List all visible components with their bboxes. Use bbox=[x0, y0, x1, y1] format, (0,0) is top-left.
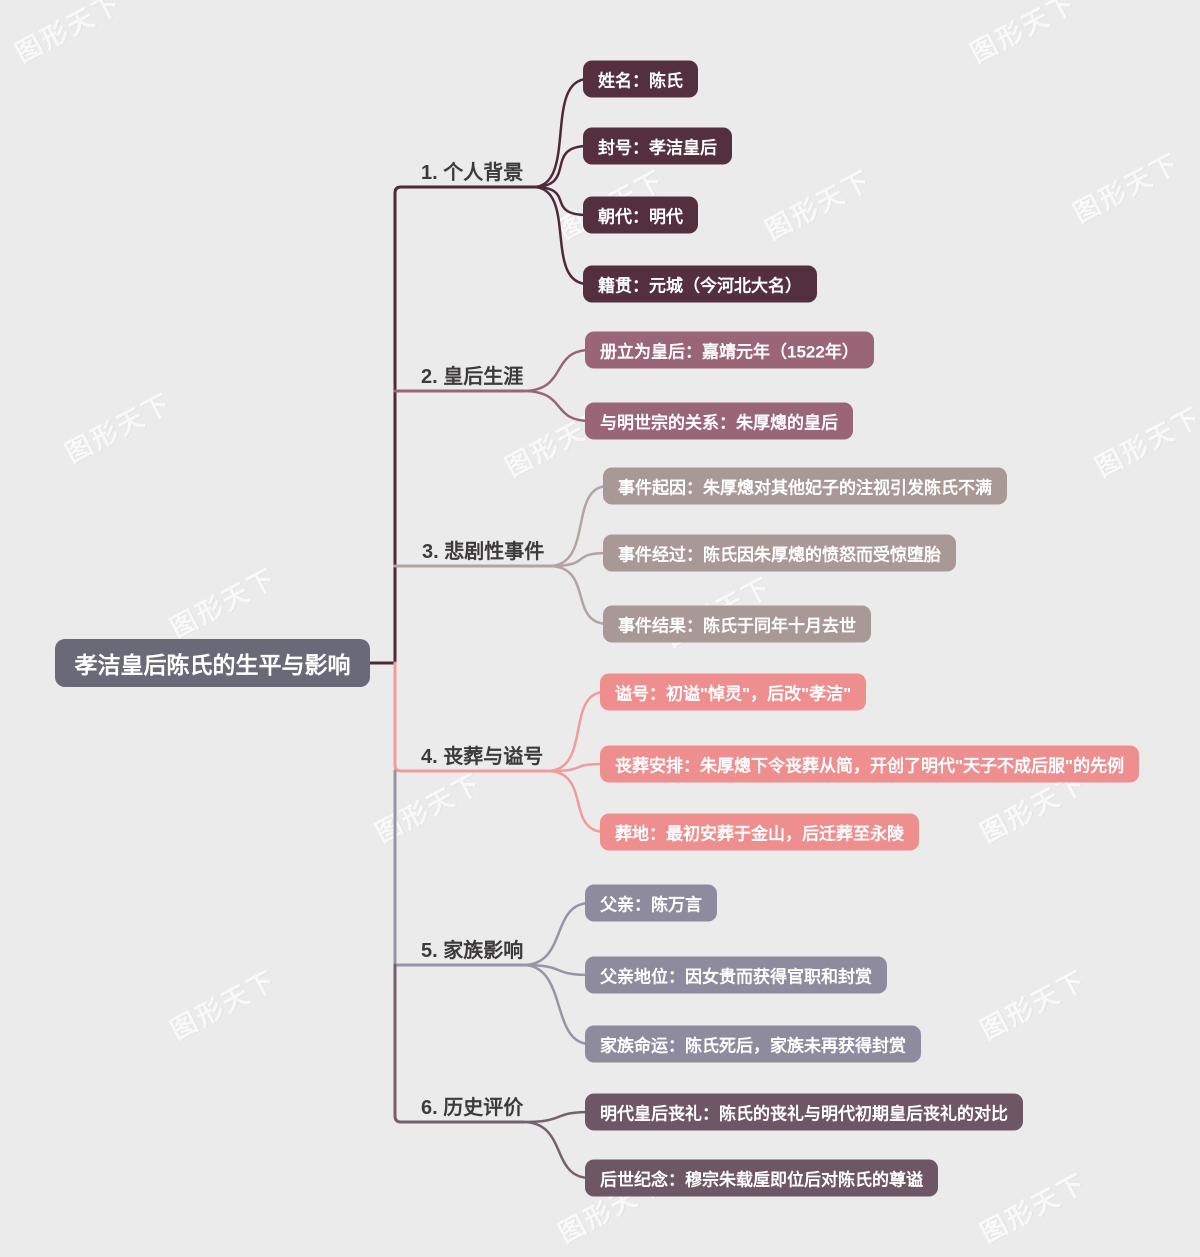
node-ming-empress-funeral-rites[interactable]: 明代皇后丧礼：陈氏的丧礼与明代初期皇后丧礼的对比 bbox=[585, 1093, 1023, 1131]
node-event-result[interactable]: 事件结果：陈氏于同年十月去世 bbox=[603, 605, 871, 643]
node-father[interactable]: 父亲：陈万言 bbox=[585, 884, 717, 922]
node-name[interactable]: 姓名：陈氏 bbox=[583, 60, 698, 98]
node-event-cause[interactable]: 事件起因：朱厚熜对其他妃子的注视引发陈氏不满 bbox=[603, 467, 1007, 505]
node-burial-place[interactable]: 葬地：最初安葬于金山，后迁葬至永陵 bbox=[600, 813, 919, 851]
node-title[interactable]: 封号：孝洁皇后 bbox=[583, 127, 732, 165]
node-crowned-empress[interactable]: 册立为皇后：嘉靖元年（1522年） bbox=[585, 331, 874, 369]
branch5-connectors bbox=[393, 769, 592, 1046]
node-dynasty[interactable]: 朝代：明代 bbox=[583, 196, 698, 234]
branch-label-family-influence[interactable]: 5. 家族影响 bbox=[421, 940, 524, 962]
branch-label-tragic-event[interactable]: 3. 悲剧性事件 bbox=[422, 541, 545, 563]
branch-label-empress-career[interactable]: 2. 皇后生涯 bbox=[421, 366, 524, 388]
node-posthumous-name[interactable]: 谥号：初谥"悼灵"，后改"孝洁" bbox=[600, 673, 867, 711]
node-funeral-arrangement[interactable]: 丧葬安排：朱厚熜下令丧葬从简，开创了明代"天子不成后服"的先例 bbox=[600, 745, 1140, 783]
node-later-commemoration[interactable]: 后世纪念：穆宗朱载垕即位后对陈氏的尊谥 bbox=[585, 1159, 938, 1197]
node-family-fate[interactable]: 家族命运：陈氏死后，家族未再获得封赏 bbox=[585, 1025, 921, 1063]
root-topic[interactable]: 孝洁皇后陈氏的生平与影响 bbox=[55, 639, 370, 687]
node-event-process[interactable]: 事件经过：陈氏因朱厚熜的愤怒而受惊堕胎 bbox=[603, 534, 956, 572]
branch2-connectors bbox=[393, 348, 592, 423]
node-birthplace[interactable]: 籍贯：元城（今河北大名） bbox=[583, 265, 817, 303]
node-father-status[interactable]: 父亲地位：因女贵而获得官职和封赏 bbox=[585, 956, 887, 994]
branch4-connectors bbox=[393, 661, 607, 834]
branch3-connectors bbox=[393, 484, 610, 626]
branch6-connectors bbox=[393, 963, 592, 1180]
node-relation-to-emperor[interactable]: 与明世宗的关系：朱厚熜的皇后 bbox=[585, 402, 853, 440]
branch-label-historical-evaluation[interactable]: 6. 历史评价 bbox=[421, 1097, 524, 1119]
branch-label-personal-background[interactable]: 1. 个人背景 bbox=[421, 162, 524, 184]
branch1-connectors bbox=[368, 77, 590, 665]
branch-label-funeral-posthumous-title[interactable]: 4. 丧葬与谥号 bbox=[421, 746, 544, 768]
